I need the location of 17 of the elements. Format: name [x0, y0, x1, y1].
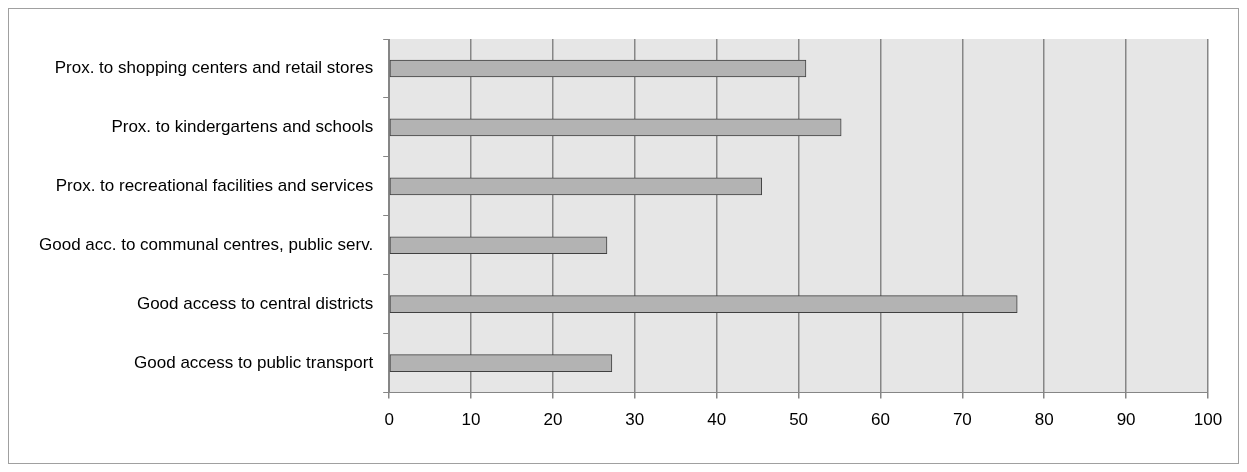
- x-tick-label: 20: [543, 410, 563, 430]
- y-tick-label: Good acc. to communal centres, public serv.: [38, 234, 374, 254]
- y-tick-label: Prox. to shopping centers and retail stores: [54, 58, 374, 78]
- y-tick-label: Prox. to recreational facilities and services: [55, 176, 374, 196]
- x-tick-label: 50: [789, 410, 809, 430]
- y-tick-label: Good access to public transport: [134, 352, 374, 372]
- y-tick-label: Prox. to kindergartens and schools: [111, 117, 374, 137]
- x-tick-label: 80: [1034, 410, 1054, 430]
- x-tick-label: 70: [952, 410, 972, 430]
- x-tick-label: 30: [625, 410, 645, 430]
- x-tick-label: 40: [707, 410, 727, 430]
- x-tick-label: 60: [871, 410, 890, 430]
- y-tick-label: Good access to central districts: [136, 293, 374, 313]
- x-tick-label: 10: [461, 410, 481, 430]
- x-tick-label: 100: [1193, 410, 1223, 430]
- x-tick-label: 0: [384, 410, 394, 430]
- x-tick-label: 90: [1116, 410, 1136, 430]
